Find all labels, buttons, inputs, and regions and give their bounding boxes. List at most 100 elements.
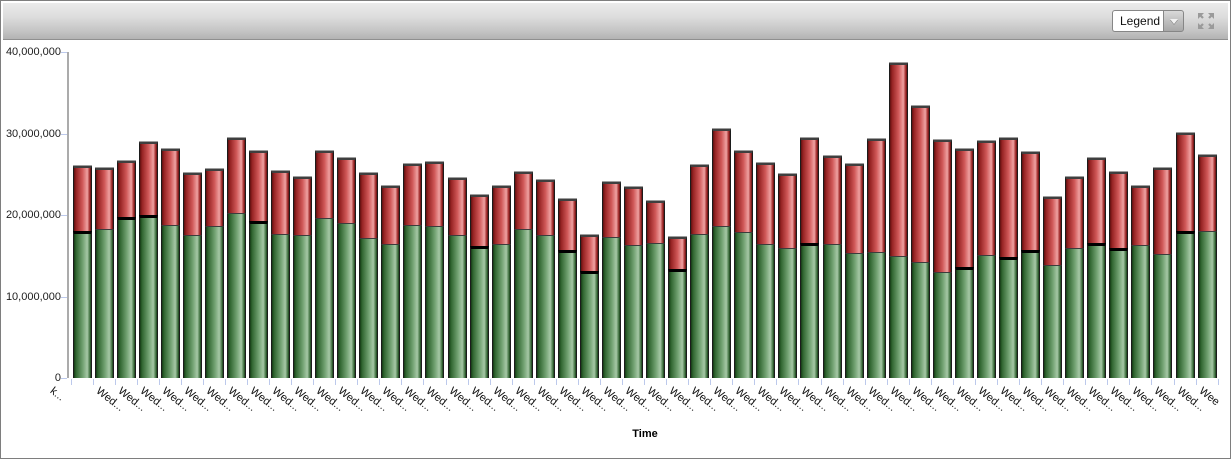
bar-segment-red[interactable] xyxy=(800,138,820,243)
bar[interactable] xyxy=(293,176,313,378)
bar-segment-green[interactable] xyxy=(337,223,357,378)
bar[interactable] xyxy=(800,138,820,378)
legend-dropdown-button[interactable] xyxy=(1163,10,1184,32)
bar-segment-green[interactable] xyxy=(535,235,555,378)
bar[interactable] xyxy=(976,140,996,378)
bar[interactable] xyxy=(690,165,710,378)
bar-segment-green[interactable] xyxy=(668,268,688,378)
bar-segment-green[interactable] xyxy=(469,245,489,378)
legend-combobox[interactable]: Legend xyxy=(1112,10,1184,32)
bar-segment-green[interactable] xyxy=(800,242,820,378)
bar[interactable] xyxy=(160,149,180,378)
bar-segment-red[interactable] xyxy=(712,129,732,226)
bar[interactable] xyxy=(94,167,114,378)
bar-segment-red[interactable] xyxy=(160,149,180,225)
bar-segment-red[interactable] xyxy=(337,157,357,224)
bar-segment-green[interactable] xyxy=(138,215,158,378)
bar[interactable] xyxy=(447,177,467,378)
bar-segment-red[interactable] xyxy=(1153,167,1173,255)
bar-segment-red[interactable] xyxy=(866,139,886,252)
bar-segment-red[interactable] xyxy=(204,168,224,226)
bar-segment-green[interactable] xyxy=(381,243,401,378)
bar[interactable] xyxy=(888,62,908,378)
bar[interactable] xyxy=(734,150,754,378)
bar[interactable] xyxy=(1065,176,1085,378)
bar[interactable] xyxy=(932,140,952,378)
bar-segment-red[interactable] xyxy=(1197,154,1217,232)
bar-segment-red[interactable] xyxy=(271,171,291,234)
bar[interactable] xyxy=(513,171,533,378)
bar-segment-green[interactable] xyxy=(624,245,643,378)
bar-segment-green[interactable] xyxy=(116,217,136,378)
bar-segment-red[interactable] xyxy=(1043,197,1063,265)
bar[interactable] xyxy=(204,168,224,378)
bar-segment-red[interactable] xyxy=(535,179,555,236)
legend-combobox-value[interactable]: Legend xyxy=(1112,10,1163,32)
bar-segment-green[interactable] xyxy=(182,234,202,378)
bar-segment-red[interactable] xyxy=(1131,186,1151,246)
bar-segment-green[interactable] xyxy=(204,225,224,378)
bar-segment-red[interactable] xyxy=(624,187,643,246)
bar[interactable] xyxy=(668,237,688,378)
bar-segment-green[interactable] xyxy=(646,242,666,378)
bar-segment-red[interactable] xyxy=(469,194,489,246)
bar-segment-green[interactable] xyxy=(1087,242,1107,378)
bar-segment-red[interactable] xyxy=(293,176,313,236)
bar-segment-green[interactable] xyxy=(94,228,114,378)
bar-segment-green[interactable] xyxy=(1153,254,1173,378)
bar[interactable] xyxy=(1043,197,1063,378)
bar-segment-green[interactable] xyxy=(425,225,445,378)
bar-segment-red[interactable] xyxy=(579,235,599,272)
bar-segment-red[interactable] xyxy=(844,164,864,253)
bar-segment-green[interactable] xyxy=(844,252,864,378)
bar-segment-red[interactable] xyxy=(1065,176,1085,248)
bar-segment-green[interactable] xyxy=(557,250,577,378)
bar-segment-red[interactable] xyxy=(668,237,688,269)
bar[interactable] xyxy=(72,166,92,378)
bar-segment-red[interactable] xyxy=(1175,132,1195,231)
bar-segment-red[interactable] xyxy=(954,149,974,268)
bar-segment-green[interactable] xyxy=(579,271,599,378)
bar[interactable] xyxy=(822,155,842,378)
bar-segment-green[interactable] xyxy=(403,224,423,378)
bar[interactable] xyxy=(469,194,489,378)
bar-segment-red[interactable] xyxy=(557,198,577,251)
bar-segment-red[interactable] xyxy=(932,140,952,273)
expand-icon[interactable] xyxy=(1196,13,1216,30)
bar[interactable] xyxy=(910,105,930,378)
bar-segment-red[interactable] xyxy=(491,185,511,245)
bar-segment-green[interactable] xyxy=(910,262,930,378)
bar[interactable] xyxy=(778,174,798,378)
bar-segment-green[interactable] xyxy=(756,243,776,378)
bar[interactable] xyxy=(579,235,599,378)
bar[interactable] xyxy=(138,142,158,378)
bar-segment-red[interactable] xyxy=(315,150,335,219)
bar-segment-green[interactable] xyxy=(447,234,467,378)
bar[interactable] xyxy=(359,173,379,378)
bar[interactable] xyxy=(248,150,268,378)
bar[interactable] xyxy=(1109,171,1129,378)
bar-segment-green[interactable] xyxy=(1197,231,1217,378)
bar[interactable] xyxy=(756,162,776,378)
bar-segment-green[interactable] xyxy=(601,237,621,378)
bar-segment-red[interactable] xyxy=(138,142,158,215)
bar[interactable] xyxy=(491,185,511,378)
bar-segment-red[interactable] xyxy=(646,201,666,243)
bar[interactable] xyxy=(226,137,246,378)
bar-segment-red[interactable] xyxy=(822,155,842,244)
bar-segment-red[interactable] xyxy=(1087,157,1107,243)
bar[interactable] xyxy=(1087,157,1107,378)
bar-segment-red[interactable] xyxy=(734,150,754,233)
bar-segment-red[interactable] xyxy=(425,162,445,226)
bar[interactable] xyxy=(381,186,401,378)
bar-segment-green[interactable] xyxy=(1109,247,1129,378)
bar-segment-red[interactable] xyxy=(778,174,798,248)
bar[interactable] xyxy=(1131,186,1151,378)
bar-segment-green[interactable] xyxy=(315,218,335,378)
bar-segment-green[interactable] xyxy=(999,257,1019,378)
bar[interactable] xyxy=(844,164,864,378)
bar-segment-red[interactable] xyxy=(116,161,136,218)
bar-segment-green[interactable] xyxy=(1175,230,1195,378)
bar[interactable] xyxy=(337,157,357,378)
bar-segment-green[interactable] xyxy=(1065,247,1085,378)
